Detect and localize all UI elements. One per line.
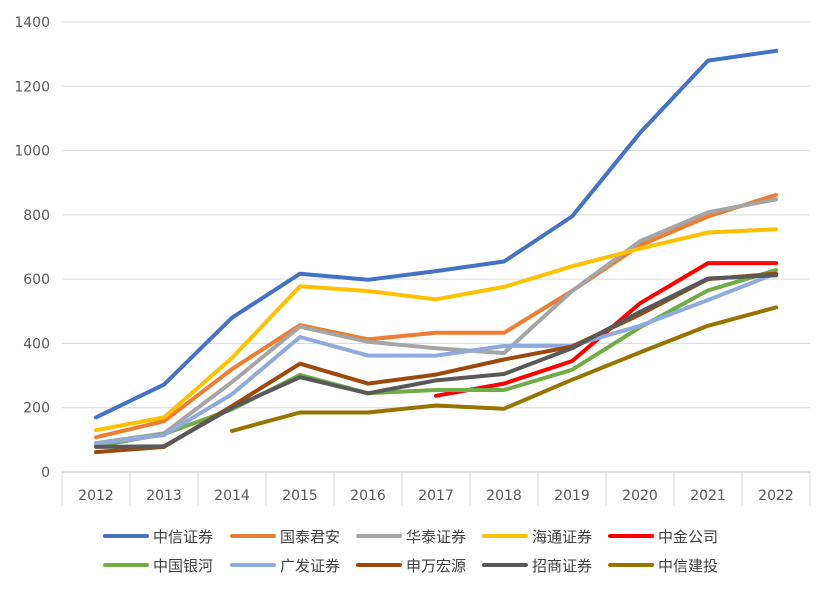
y-tick-label: 800 (23, 208, 50, 224)
x-tick-label: 2021 (690, 488, 726, 504)
x-tick-label: 2015 (282, 488, 318, 504)
x-axis-ticks: 2012 2013 2014 2015 2016 2017 2018 2019 2020 2021… (78, 488, 794, 504)
series-line-2 (94, 197, 778, 446)
series-line-3 (94, 227, 778, 433)
series-line-6 (94, 271, 778, 446)
legend-label: 中信建投 (658, 557, 718, 575)
series-line-9 (230, 305, 778, 433)
y-axis-ticks: 0 200 400 600 800 1000 1200 1400 (14, 15, 50, 481)
x-tick-label: 2017 (418, 488, 454, 504)
series-lines (94, 48, 778, 455)
x-tick-label: 2018 (486, 488, 522, 504)
legend-label: 华泰证券 (406, 528, 466, 546)
y-tick-label: 1400 (14, 15, 50, 31)
y-tick-label: 1200 (14, 79, 50, 95)
legend-label: 申万宏源 (406, 557, 466, 575)
x-tick-label: 2012 (78, 488, 114, 504)
y-tick-label: 200 (23, 401, 50, 417)
y-tick-label: 1000 (14, 144, 50, 160)
legend-label: 中信证券 (153, 528, 213, 546)
y-tick-label: 400 (23, 336, 50, 352)
series-line-0 (94, 48, 778, 420)
legend-label: 广发证券 (280, 557, 340, 575)
gridlines (61, 21, 811, 506)
legend-label: 招商证券 (532, 557, 592, 575)
series-line-8 (94, 273, 778, 449)
legend-label: 国泰君安 (280, 528, 340, 546)
x-tick-label: 2019 (554, 488, 590, 504)
legend-label: 中金公司 (658, 528, 718, 546)
x-tick-label: 2020 (622, 488, 658, 504)
x-tick-label: 2013 (146, 488, 182, 504)
y-tick-label: 600 (23, 272, 50, 288)
x-tick-label: 2016 (350, 488, 386, 504)
y-tick-label: 0 (41, 465, 50, 481)
legend-label: 中国银河 (153, 557, 213, 575)
series-line-1 (94, 192, 778, 440)
legend-label: 海通证券 (532, 528, 592, 546)
x-tick-label: 2022 (758, 488, 794, 504)
x-tick-label: 2014 (214, 488, 250, 504)
